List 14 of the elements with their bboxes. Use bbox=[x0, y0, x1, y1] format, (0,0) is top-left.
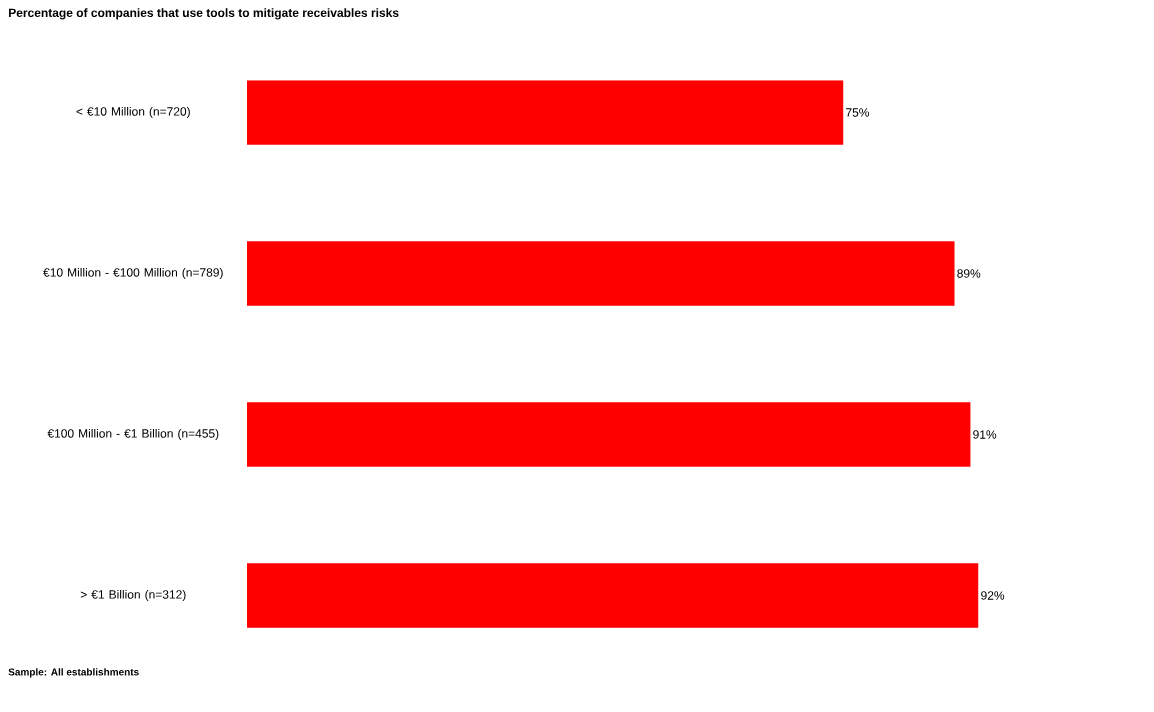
bar bbox=[247, 241, 955, 306]
y-tick-label: €10 Million - €100 Million (n=789) bbox=[43, 267, 223, 280]
data-label: 89% bbox=[957, 269, 981, 278]
bar bbox=[247, 80, 844, 145]
data-label: 75% bbox=[846, 108, 870, 117]
data-label: 92% bbox=[981, 591, 1005, 600]
y-tick-label: €100 Million - €1 Billion (n=455) bbox=[47, 428, 219, 441]
chart-title: Percentage of companies that use tools to mitigate receivables risks bbox=[9, 8, 399, 20]
y-tick-label: < €10 Million (n=720) bbox=[76, 106, 190, 119]
bar bbox=[247, 563, 979, 628]
data-label: 91% bbox=[973, 430, 997, 439]
y-tick-label: > €1 Billion (n=312) bbox=[80, 589, 186, 602]
bar bbox=[247, 402, 971, 467]
text: Sample: All establishments bbox=[8, 668, 139, 678]
